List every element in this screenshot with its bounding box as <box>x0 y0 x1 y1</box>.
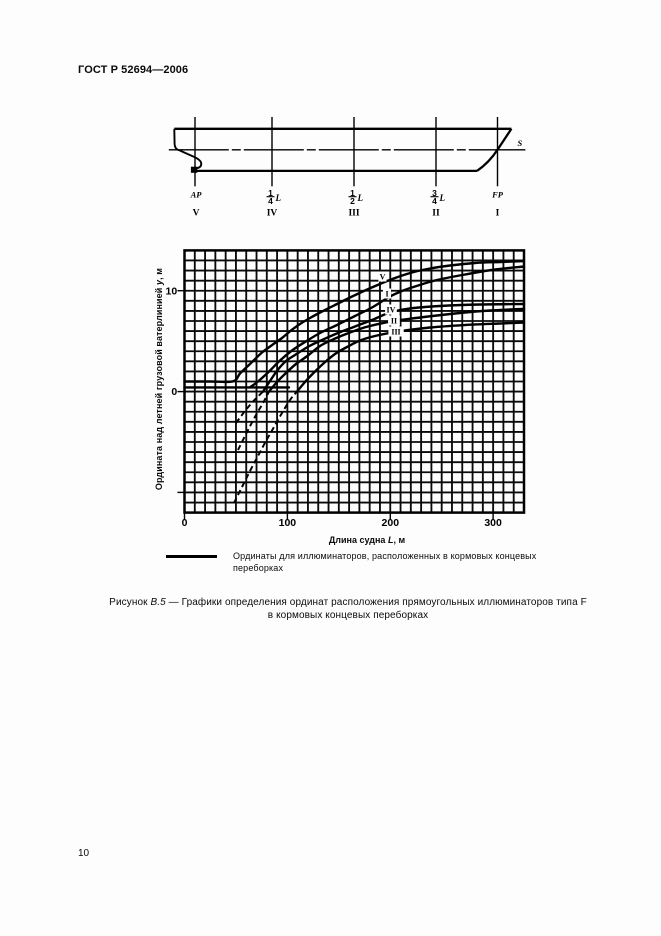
svg-text:200: 200 <box>382 517 400 529</box>
svg-text:I: I <box>385 290 388 299</box>
svg-text:AP: AP <box>190 190 203 200</box>
svg-text:FP: FP <box>491 190 504 200</box>
svg-text:100: 100 <box>279 517 297 529</box>
svg-text:IV: IV <box>267 209 278 219</box>
svg-text:II: II <box>391 317 397 326</box>
svg-text:III: III <box>348 209 359 219</box>
svg-text:L: L <box>439 193 446 203</box>
svg-text:0: 0 <box>171 386 177 398</box>
svg-text:2: 2 <box>350 196 355 206</box>
svg-text:S: S <box>518 138 523 148</box>
svg-text:V: V <box>380 273 386 282</box>
svg-text:300: 300 <box>484 517 502 529</box>
svg-text:L: L <box>357 193 364 203</box>
svg-text:L: L <box>275 193 282 203</box>
svg-text:V: V <box>193 209 200 219</box>
svg-text:IV: IV <box>387 306 396 315</box>
svg-text:1: 1 <box>350 188 355 198</box>
svg-text:3: 3 <box>432 188 437 198</box>
svg-text:4: 4 <box>268 196 273 206</box>
svg-text:III: III <box>391 328 400 337</box>
svg-text:II: II <box>432 209 440 219</box>
svg-text:1: 1 <box>268 188 273 198</box>
svg-text:10: 10 <box>166 285 178 297</box>
svg-text:4: 4 <box>432 196 437 206</box>
svg-text:0: 0 <box>182 517 188 529</box>
svg-text:I: I <box>496 209 500 219</box>
